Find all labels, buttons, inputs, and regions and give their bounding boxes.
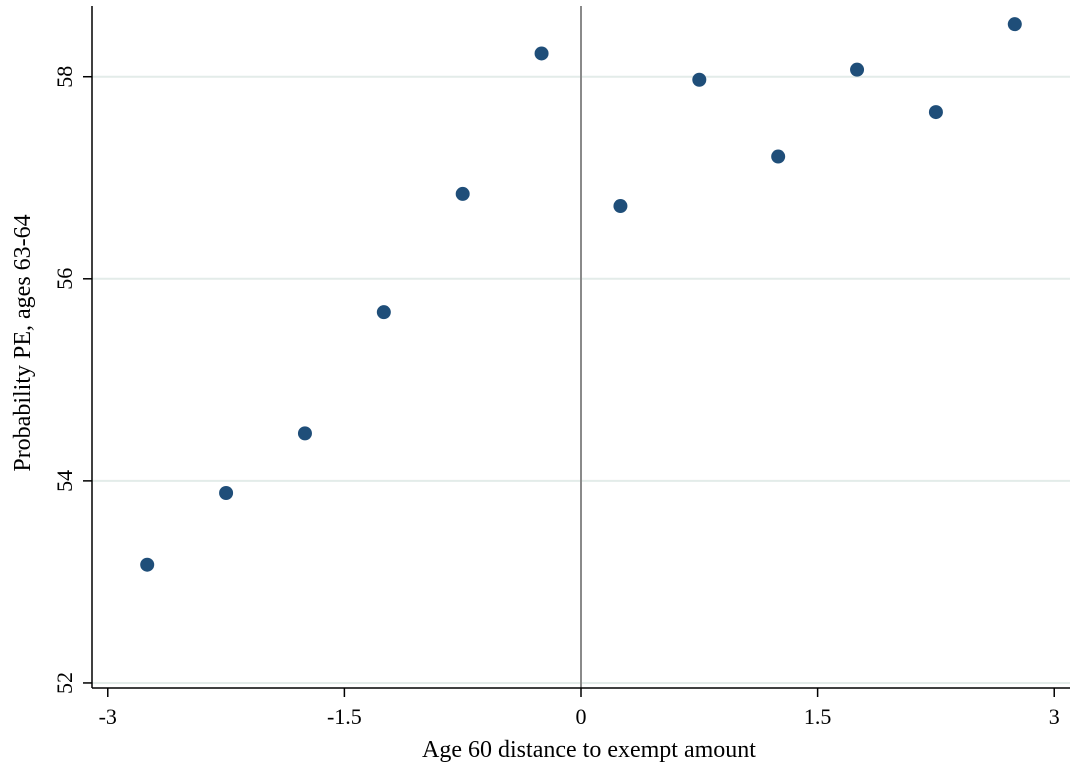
data-point — [219, 485, 234, 500]
y-axis-ticks: 52 54 56 58 — [52, 66, 92, 694]
data-point — [140, 557, 155, 572]
data-point — [771, 149, 786, 164]
y-axis-title: Probability PE, ages 63-64 — [10, 214, 36, 471]
data-point — [928, 105, 943, 120]
x-axis-ticks: -3 -1.5 0 1.5 3 — [99, 688, 1060, 729]
x-tick-label: -3 — [99, 704, 117, 729]
y-tick-label: 54 — [52, 470, 77, 492]
data-point — [376, 305, 391, 320]
data-point — [613, 199, 628, 214]
x-tick-label: -1.5 — [327, 704, 362, 729]
data-point — [1007, 17, 1022, 32]
data-points — [140, 17, 1022, 572]
x-tick-label: 0 — [576, 704, 587, 729]
y-tick-label: 52 — [52, 672, 77, 694]
data-point — [534, 46, 549, 61]
y-tick-label: 56 — [52, 268, 77, 290]
x-axis-title: Age 60 distance to exempt amount — [422, 737, 756, 763]
x-tick-label: 3 — [1049, 704, 1060, 729]
data-point — [297, 426, 312, 441]
data-point — [692, 72, 707, 87]
y-tick-label: 58 — [52, 66, 77, 88]
x-tick-label: 1.5 — [804, 704, 832, 729]
data-point — [455, 186, 470, 201]
data-point — [850, 62, 865, 77]
